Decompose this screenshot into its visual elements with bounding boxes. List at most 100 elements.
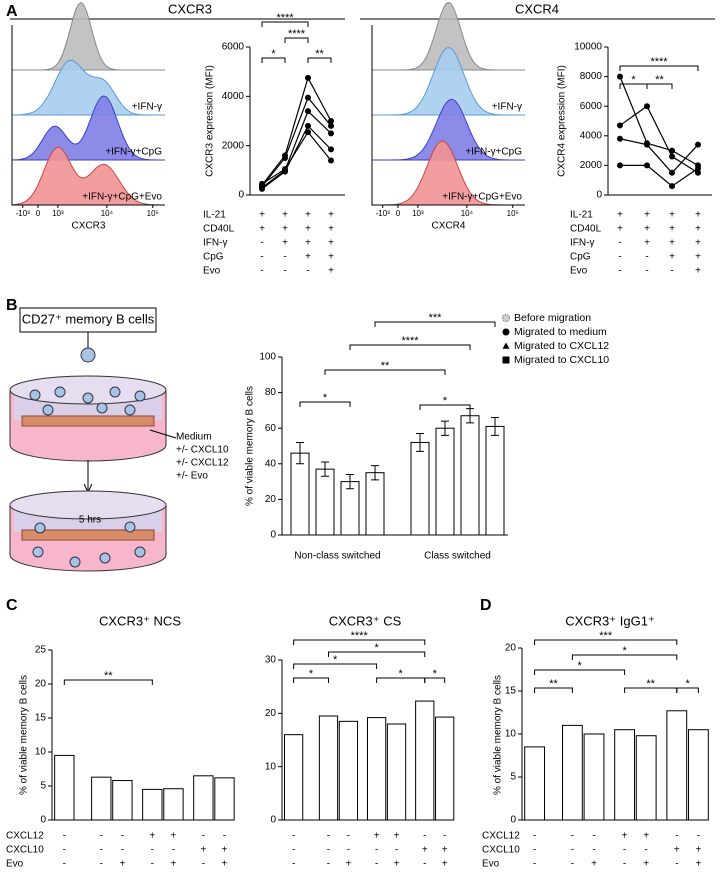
y-tick-label: 2000 bbox=[580, 160, 603, 171]
histogram-axes bbox=[11, 25, 165, 206]
bar bbox=[338, 720, 359, 821]
donor-line bbox=[620, 164, 699, 187]
condition-mark: + bbox=[222, 859, 228, 870]
condition-mark: - bbox=[645, 252, 648, 263]
condition-label: CD40L bbox=[570, 224, 602, 235]
condition-mark: - bbox=[645, 266, 648, 277]
membrane bbox=[21, 529, 155, 541]
condition-mark: - bbox=[260, 266, 263, 277]
cell-box bbox=[19, 307, 157, 333]
significance-bracket bbox=[534, 687, 573, 693]
bar bbox=[688, 729, 709, 821]
donor-point bbox=[328, 130, 334, 137]
condition-mark: + bbox=[695, 210, 701, 221]
error-bar bbox=[491, 417, 499, 436]
donor-line bbox=[619, 105, 699, 174]
significance-label: * bbox=[433, 668, 438, 680]
condition-label: CpG bbox=[203, 252, 224, 263]
significance-label: *** bbox=[429, 312, 443, 324]
condition-mark: - bbox=[63, 845, 66, 856]
condition-mark: - bbox=[306, 266, 309, 277]
condition-label: IL-21 bbox=[570, 210, 593, 221]
condition-mark: + bbox=[171, 859, 177, 870]
condition-mark: - bbox=[202, 859, 205, 870]
bar bbox=[366, 717, 387, 821]
y-tick-label: 0 bbox=[510, 815, 516, 826]
condition-mark: + bbox=[674, 845, 680, 856]
significance-bracket bbox=[261, 57, 286, 63]
significance-bracket bbox=[261, 21, 309, 27]
medium-label: +/- CXCL12 bbox=[176, 458, 229, 469]
x-tick-label: Non-class switched bbox=[294, 551, 380, 562]
y-tick-label: 20 bbox=[265, 708, 277, 719]
condition-mark: + bbox=[617, 210, 623, 221]
condition-mark: + bbox=[591, 859, 597, 870]
significance-label: * bbox=[622, 645, 627, 657]
y-tick-label: 30 bbox=[265, 655, 277, 666]
condition-mark: + bbox=[328, 238, 334, 249]
legend-marker bbox=[502, 328, 510, 336]
y-tick-label: 4000 bbox=[580, 130, 603, 141]
condition-mark: - bbox=[292, 831, 295, 842]
condition-mark: + bbox=[374, 831, 380, 842]
condition-mark: - bbox=[571, 845, 574, 856]
condition-mark: + bbox=[328, 224, 334, 235]
bar bbox=[283, 734, 304, 821]
histogram-tick-label: 0 bbox=[396, 209, 401, 218]
significance-bracket bbox=[419, 404, 471, 410]
bar bbox=[112, 780, 133, 821]
y-tick-label: 15 bbox=[35, 713, 47, 724]
condition-mark: - bbox=[260, 238, 263, 249]
significance-label: * bbox=[271, 48, 276, 60]
donor-point bbox=[305, 129, 311, 136]
bar bbox=[485, 425, 505, 536]
condition-label: Evo bbox=[482, 859, 500, 870]
condition-mark: - bbox=[395, 845, 398, 856]
significance-bracket bbox=[327, 651, 426, 657]
legend-marker bbox=[502, 356, 510, 364]
y-tick-label: 6000 bbox=[580, 101, 603, 112]
condition-mark: + bbox=[442, 845, 448, 856]
condition-label: IFN-γ bbox=[570, 238, 594, 249]
donor-point bbox=[305, 108, 311, 115]
bar bbox=[315, 468, 335, 536]
donor-point bbox=[259, 185, 265, 192]
y-tick-label: 8000 bbox=[580, 71, 603, 82]
donor-point bbox=[695, 141, 701, 148]
histogram-tick-label: 10⁴ bbox=[461, 209, 474, 218]
significance-label: **** bbox=[276, 12, 294, 24]
migration-diagram: CD27⁺ memory B cells Medium +/- CXCL10 +… bbox=[9, 307, 229, 572]
significance-bracket bbox=[307, 57, 332, 63]
donor-point bbox=[328, 146, 334, 153]
donor-line bbox=[261, 96, 332, 187]
y-tick-label: 80 bbox=[265, 387, 277, 398]
significance-bracket bbox=[284, 37, 309, 43]
condition-mark: + bbox=[259, 224, 265, 235]
y-tick-label: 0 bbox=[270, 815, 276, 826]
significance-label: ** bbox=[655, 74, 664, 86]
condition-mark: + bbox=[149, 831, 155, 842]
condition-mark: - bbox=[202, 831, 205, 842]
dish-rim bbox=[9, 375, 167, 405]
condition-mark: - bbox=[645, 845, 648, 856]
panel-label: B bbox=[6, 297, 18, 314]
histogram-axis-label: CXCR3 bbox=[72, 221, 106, 232]
condition-mark: - bbox=[533, 845, 536, 856]
y-axis-label: % of viable memory B cells bbox=[493, 675, 504, 795]
panel-header: CXCR3 bbox=[168, 1, 212, 16]
significance-label: ** bbox=[315, 48, 324, 60]
error-bar bbox=[321, 461, 329, 477]
medium-label: +/- CXCL10 bbox=[176, 445, 229, 456]
condition-mark: + bbox=[282, 210, 288, 221]
condition-mark: - bbox=[423, 831, 426, 842]
condition-mark: - bbox=[283, 266, 286, 277]
condition-mark: - bbox=[675, 831, 678, 842]
error-bar bbox=[441, 420, 449, 436]
condition-label: Evo bbox=[570, 266, 588, 277]
legend-marker bbox=[502, 314, 510, 322]
histogram-tick-label: 10⁴ bbox=[101, 209, 114, 218]
condition-label: IL-21 bbox=[203, 210, 226, 221]
significance-bracket bbox=[619, 65, 699, 71]
condition-mark: + bbox=[442, 859, 448, 870]
bar bbox=[635, 735, 657, 821]
